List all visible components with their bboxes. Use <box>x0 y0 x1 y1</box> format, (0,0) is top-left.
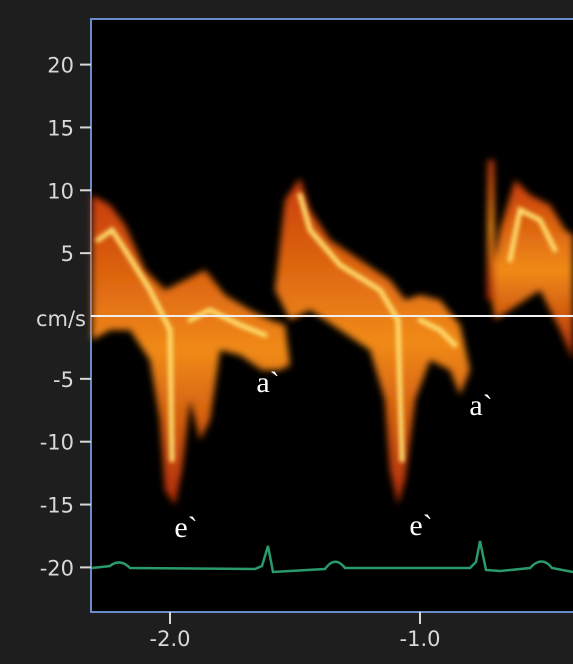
wave-annotation: a` <box>469 389 492 422</box>
y-tick-label: -15 <box>40 494 74 518</box>
y-tick-label: 5 <box>61 242 74 266</box>
y-unit-label: cm/s <box>36 307 86 331</box>
wave-annotation: e` <box>174 511 197 544</box>
y-tick-label: 10 <box>47 179 74 203</box>
y-tick-label: -10 <box>40 431 74 455</box>
y-tick-label: -20 <box>40 556 74 580</box>
y-tick-label: -5 <box>53 368 74 392</box>
doppler-view: cm/s 20 15 10 5 -5 -10 -15 -20 -2.0 -1.0 a` a` e` e` <box>0 0 573 664</box>
wave-annotation: a` <box>256 366 279 399</box>
y-tick-label: 20 <box>47 54 74 78</box>
page: {"y_axis": {"unit_label": "cm/s", "ticks… <box>0 0 573 664</box>
x-tick-label: -1.0 <box>400 627 441 651</box>
y-tick-label: 15 <box>47 116 74 140</box>
x-tick-label: -2.0 <box>150 627 191 651</box>
wave-annotation: e` <box>409 509 432 542</box>
